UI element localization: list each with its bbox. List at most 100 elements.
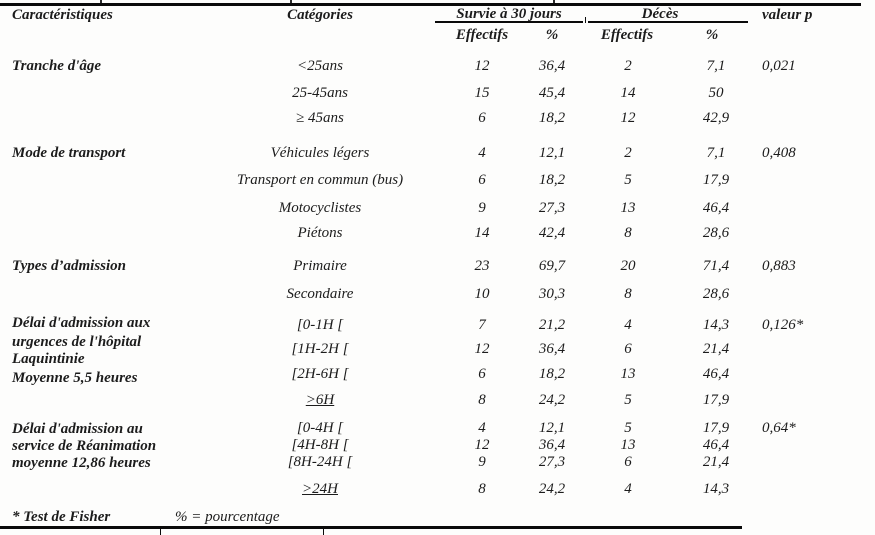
- subheader-survie-effectifs: Effectifs: [455, 27, 509, 43]
- cell-survie-pct: 12,1: [538, 145, 566, 161]
- row-category: Piétons: [297, 225, 343, 241]
- cropped-text-fragment: [553, 0, 555, 3]
- cell-deces-pct: 7,1: [706, 58, 726, 74]
- row-group-label: service de Réanimation: [12, 438, 157, 454]
- row-group-label: urgences de l'hôpital: [12, 334, 142, 350]
- table-bottom-rule: [0, 526, 742, 529]
- cell-deces-effectifs: 5: [624, 420, 632, 436]
- cell-survie-effectifs: 10: [474, 286, 490, 302]
- row-group-label: Laquintinie: [12, 351, 85, 367]
- cell-survie-pct: 18,2: [538, 366, 566, 382]
- row-category: [4H-8H [: [291, 437, 349, 453]
- cell-deces-effectifs: 12: [620, 110, 636, 126]
- row-group-label: Types d’admission: [12, 258, 127, 274]
- cell-survie-pct: 42,4: [538, 225, 566, 241]
- cell-deces-pct: 17,9: [702, 420, 730, 436]
- row-category: 25-45ans: [292, 85, 348, 101]
- cell-valeur-p: 0,883: [762, 258, 796, 274]
- row-category: >6H: [305, 392, 335, 408]
- column-header-categories: Catégories: [287, 7, 353, 23]
- cell-deces-effectifs: 6: [624, 341, 632, 357]
- cell-survie-pct: 24,2: [538, 392, 566, 408]
- row-category: ≥ 45ans: [296, 110, 344, 126]
- cell-deces-pct: 50: [708, 85, 724, 101]
- group-survie-underline: [435, 21, 583, 23]
- subheader-deces-pct: %: [705, 27, 719, 43]
- cell-deces-effectifs: 13: [620, 366, 636, 382]
- cell-deces-pct: 17,9: [702, 392, 730, 408]
- cropped-text-fragment: [100, 0, 102, 3]
- cell-survie-effectifs: 8: [478, 481, 486, 497]
- cell-deces-effectifs: 5: [624, 392, 632, 408]
- cell-survie-effectifs: 12: [474, 437, 490, 453]
- row-category: [2H-6H [: [291, 366, 349, 382]
- group-header-survie: Survie à 30 jours: [456, 6, 562, 22]
- cell-survie-effectifs: 12: [474, 341, 490, 357]
- row-group-label: Mode de transport: [12, 145, 126, 161]
- footnote-pourcentage: % = pourcentage: [175, 509, 280, 525]
- cell-deces-effectifs: 14: [620, 85, 636, 101]
- cropped-text-fragment: [290, 0, 292, 3]
- group-underline-tick: [585, 17, 586, 23]
- cell-survie-pct: 18,2: [538, 172, 566, 188]
- subheader-deces-effectifs: Effectifs: [600, 27, 654, 43]
- cell-deces-pct: 71,4: [702, 258, 730, 274]
- cell-deces-pct: 14,3: [702, 317, 730, 333]
- cell-deces-pct: 14,3: [702, 481, 730, 497]
- cell-survie-effectifs: 7: [478, 317, 486, 333]
- cell-deces-effectifs: 8: [624, 225, 632, 241]
- cell-survie-pct: 21,2: [538, 317, 566, 333]
- subheader-survie-pct: %: [545, 27, 559, 43]
- cell-survie-pct: 18,2: [538, 110, 566, 126]
- cell-survie-effectifs: 9: [478, 200, 486, 216]
- next-table-cell-border: [160, 529, 161, 535]
- cell-survie-effectifs: 9: [478, 454, 486, 470]
- row-category: Motocyclistes: [278, 200, 362, 216]
- cell-survie-pct: 36,4: [538, 437, 566, 453]
- cell-survie-pct: 30,3: [538, 286, 566, 302]
- cell-deces-effectifs: 4: [624, 481, 632, 497]
- row-category: <25ans: [297, 58, 343, 74]
- cell-survie-pct: 12,1: [538, 420, 566, 436]
- cell-deces-pct: 21,4: [702, 454, 730, 470]
- cell-valeur-p: 0,021: [762, 58, 796, 74]
- footnote-fisher: * Test de Fisher: [12, 509, 111, 525]
- row-category: >24H: [302, 481, 338, 497]
- row-group-label: Délai d'admission aux: [12, 315, 151, 331]
- row-category: [0-1H [: [296, 317, 344, 333]
- cell-deces-effectifs: 2: [624, 145, 632, 161]
- cell-deces-effectifs: 4: [624, 317, 632, 333]
- cell-deces-pct: 46,4: [702, 437, 730, 453]
- cell-deces-pct: 46,4: [702, 366, 730, 382]
- group-header-deces: Décès: [641, 6, 679, 22]
- row-category: Transport en commun (bus): [236, 172, 404, 188]
- cell-survie-pct: 27,3: [538, 200, 566, 216]
- cell-deces-pct: 21,4: [702, 341, 730, 357]
- cell-survie-effectifs: 14: [474, 225, 490, 241]
- cell-deces-effectifs: 8: [624, 286, 632, 302]
- column-header-caracteristiques: Caractéristiques: [12, 7, 113, 23]
- cell-survie-pct: 24,2: [538, 481, 566, 497]
- cell-deces-pct: 7,1: [706, 145, 726, 161]
- row-category: [1H-2H [: [291, 341, 349, 357]
- cell-deces-effectifs: 13: [620, 437, 636, 453]
- cell-survie-effectifs: 23: [474, 258, 490, 274]
- cell-survie-effectifs: 12: [474, 58, 490, 74]
- cell-survie-effectifs: 6: [478, 172, 486, 188]
- row-group-label: moyenne 12,86 heures: [12, 455, 151, 471]
- row-category: Primaire: [293, 258, 347, 274]
- cell-survie-pct: 36,4: [538, 341, 566, 357]
- cell-survie-pct: 27,3: [538, 454, 566, 470]
- row-group-label: Tranche d'âge: [12, 58, 102, 74]
- cell-survie-effectifs: 4: [478, 145, 486, 161]
- cell-survie-effectifs: 6: [478, 366, 486, 382]
- row-category: Secondaire: [286, 286, 354, 302]
- row-group-label: Moyenne 5,5 heures: [12, 370, 138, 386]
- cell-survie-effectifs: 4: [478, 420, 486, 436]
- cell-valeur-p: 0,64*: [762, 420, 796, 436]
- cell-survie-pct: 69,7: [538, 258, 566, 274]
- cell-survie-effectifs: 8: [478, 392, 486, 408]
- cell-survie-effectifs: 6: [478, 110, 486, 126]
- cell-deces-pct: 46,4: [702, 200, 730, 216]
